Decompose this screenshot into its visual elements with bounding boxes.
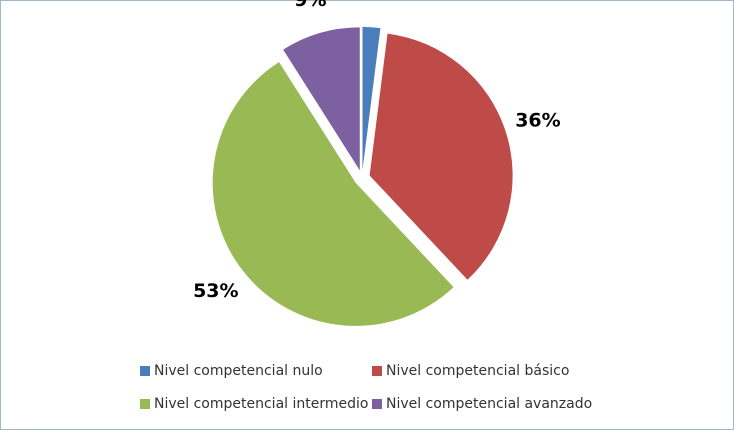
pie-slice bbox=[362, 27, 381, 171]
legend-label: Nivel competencial básico bbox=[386, 363, 569, 379]
legend-swatch bbox=[372, 399, 382, 409]
legend-swatch bbox=[140, 366, 150, 376]
data-label: 9% bbox=[294, 0, 326, 11]
pie-slice bbox=[212, 62, 454, 326]
data-label: 36% bbox=[515, 109, 560, 131]
data-label: 53% bbox=[193, 280, 238, 302]
legend-label: Nivel competencial avanzado bbox=[386, 396, 592, 412]
legend-swatch bbox=[372, 366, 382, 376]
pie-slice bbox=[369, 33, 513, 280]
legend-label: Nivel competencial intermedio bbox=[154, 396, 368, 412]
pie-slice bbox=[283, 27, 360, 171]
legend-swatch bbox=[140, 399, 150, 409]
data-label: 2% bbox=[357, 0, 389, 4]
legend-label: Nivel competencial nulo bbox=[154, 363, 323, 379]
